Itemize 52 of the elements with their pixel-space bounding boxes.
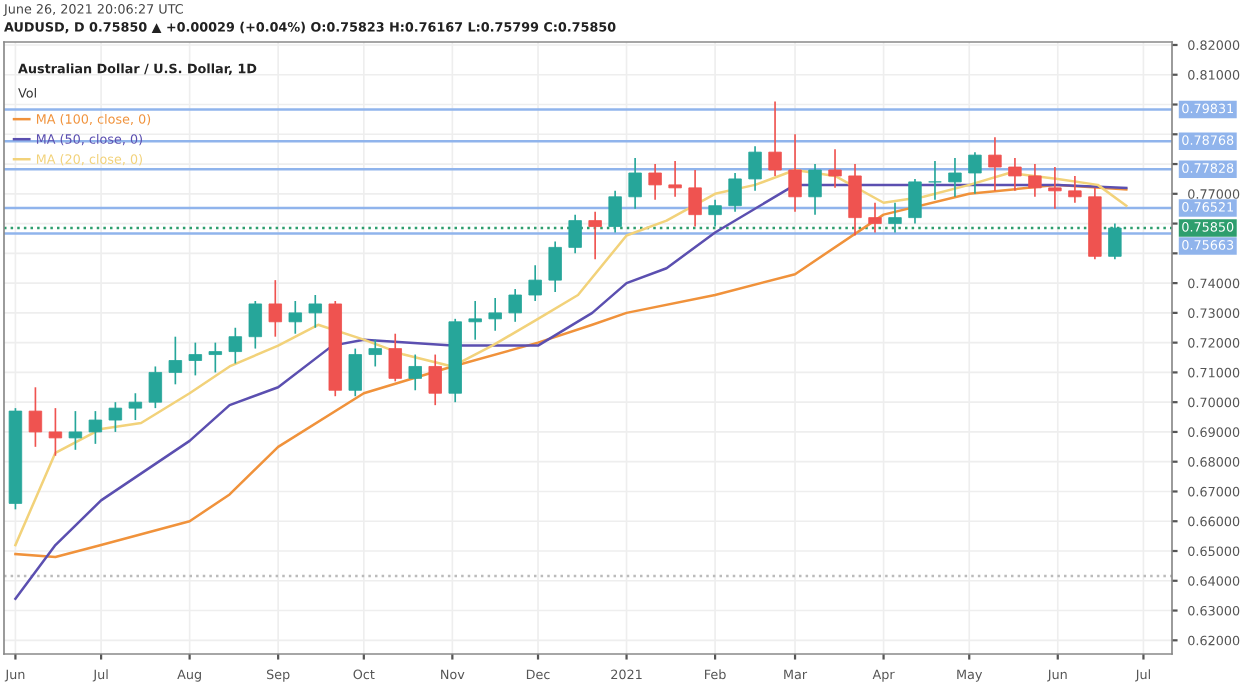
candlestick [588, 210, 602, 261]
candlestick [268, 279, 282, 338]
candlestick [808, 163, 822, 216]
candlestick [1068, 175, 1082, 204]
candlestick [68, 410, 83, 451]
candlestick [648, 163, 662, 201]
candlestick [208, 341, 223, 374]
candlestick [228, 326, 243, 365]
candlestick [928, 160, 942, 201]
candlestick [968, 151, 982, 195]
candlestick [188, 341, 203, 377]
candlestick [408, 353, 422, 392]
candlestick [728, 172, 742, 213]
candlestick [1028, 163, 1042, 198]
candlestick [1108, 222, 1122, 261]
candlestick [608, 189, 622, 234]
candlestick [128, 392, 143, 421]
candlestick [908, 178, 922, 225]
candlestick [1008, 157, 1022, 192]
candlestick [48, 407, 63, 457]
candlestick [628, 157, 642, 210]
candlestick [548, 240, 562, 293]
candlestick [868, 201, 882, 234]
candlestick [688, 169, 702, 228]
candlestick [348, 347, 362, 398]
candlestick [1048, 166, 1062, 210]
candlestick [428, 353, 442, 406]
candlestick [168, 335, 183, 386]
candlestick [508, 288, 522, 323]
candlestick [568, 213, 582, 255]
candlestick [248, 300, 263, 350]
candlestick [108, 401, 123, 433]
candlestick [708, 198, 722, 228]
candlestick [788, 133, 802, 213]
candlestick [488, 297, 502, 332]
candlestick [308, 294, 322, 329]
candlestick [948, 157, 962, 198]
candlestick [848, 163, 862, 237]
candlestick [368, 338, 382, 368]
candlestick [768, 100, 782, 177]
candlestick [88, 410, 103, 445]
candlestick [28, 386, 43, 448]
candlestick [888, 201, 902, 234]
candlestick [988, 136, 1002, 192]
candlestick [668, 160, 682, 198]
candlestick [388, 332, 402, 383]
candlestick [288, 300, 302, 335]
candlestick [468, 300, 482, 341]
candlestick [528, 264, 542, 302]
candlestick [748, 145, 762, 192]
candlestick [148, 365, 163, 409]
candlestick [828, 148, 842, 189]
